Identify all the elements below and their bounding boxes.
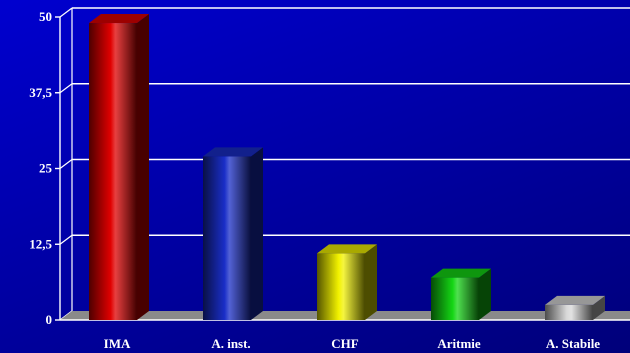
bar-side bbox=[593, 295, 605, 320]
bar-front bbox=[431, 277, 479, 320]
label-layer: 0 12,5 25 37,5 50 IMA A. inst. CHF Aritmie A. Sta… bbox=[29, 9, 600, 351]
bar-top bbox=[89, 14, 149, 24]
gridline-side bbox=[59, 83, 73, 94]
x-tick-label: CHF bbox=[331, 336, 359, 351]
bar-top bbox=[431, 268, 491, 278]
bar-a-inst- bbox=[203, 147, 263, 320]
bar-front bbox=[545, 304, 593, 320]
x-tick-label: A. inst. bbox=[211, 336, 250, 351]
bar-front bbox=[317, 253, 365, 320]
x-tick-label: A. Stabile bbox=[546, 336, 600, 351]
gridline-side bbox=[59, 234, 73, 245]
gridline-side bbox=[59, 159, 73, 169]
bar-layer bbox=[89, 14, 605, 321]
bar-top bbox=[317, 244, 377, 254]
bar-side bbox=[251, 147, 263, 320]
gridline-side bbox=[59, 7, 73, 18]
bar-side bbox=[137, 14, 149, 321]
bar-aritmie bbox=[431, 268, 491, 320]
bar-a-stabile bbox=[545, 295, 605, 320]
bar-ima bbox=[89, 14, 149, 321]
bar-chf bbox=[317, 244, 377, 320]
y-tick-label: 25 bbox=[39, 161, 53, 176]
x-tick-label: Aritmie bbox=[437, 336, 481, 351]
y-tick-label: 12,5 bbox=[29, 236, 52, 251]
y-tick-label: 50 bbox=[39, 9, 52, 24]
y-tick-label: 37,5 bbox=[29, 85, 52, 100]
bar-top bbox=[203, 147, 263, 157]
bar-side bbox=[365, 244, 377, 320]
bar-top bbox=[545, 295, 605, 305]
bar-front bbox=[89, 23, 137, 321]
bar-side bbox=[479, 268, 491, 320]
x-tick-label: IMA bbox=[104, 336, 131, 351]
y-tick-label: 0 bbox=[46, 312, 53, 327]
bar-front bbox=[203, 156, 251, 320]
